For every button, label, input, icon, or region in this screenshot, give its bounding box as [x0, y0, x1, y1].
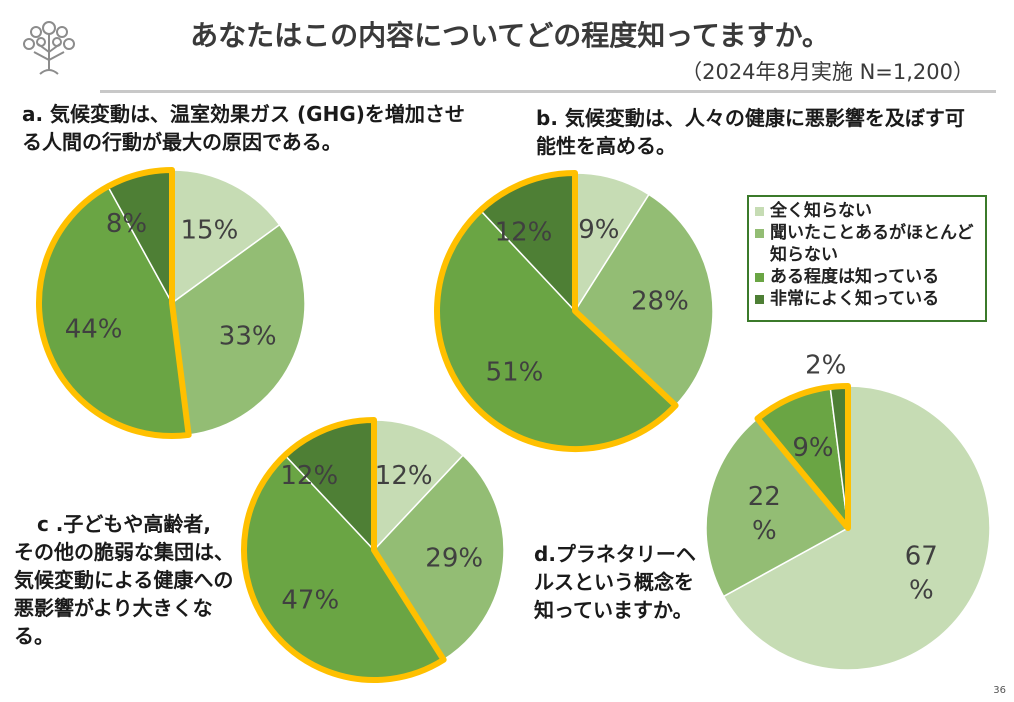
chart-legend: 全く知らない 聞いたことあるがほとんど知らない ある程度は知っている 非常によく… [747, 195, 987, 322]
pie-chart-d: 67 % 22 % 9% 2% [705, 350, 991, 671]
page-title: あなたはこの内容についてどの程度知ってますか。 [190, 19, 830, 52]
pie-d-label-1: 22% [748, 482, 781, 546]
pie-c-highlight-outline [241, 417, 447, 683]
legend-label: 非常によく知っている [770, 289, 940, 309]
pie-b-label-2: 51% [486, 358, 544, 388]
pie-chart-c: 12% 29% 47% 12% [241, 417, 505, 683]
pie-b-slice-1 [574, 193, 714, 407]
pie-b-label-1: 28% [631, 286, 689, 316]
pie-c-slice-0 [373, 419, 465, 552]
pie-b-highlight-outline [434, 170, 679, 452]
pie-a-label-3: 8% [106, 209, 147, 239]
pie-a-label-2: 44% [65, 315, 123, 345]
pie-d-slice-0 [722, 385, 991, 671]
pie-d-highlight-outline [754, 383, 851, 531]
legend-item-somewhat: ある程度は知っている [753, 266, 981, 288]
pie-b-label-0: 9% [578, 215, 619, 245]
legend-item-very-well: 非常によく知っている [753, 288, 981, 310]
legend-label: 全く知らない [770, 201, 872, 221]
pie-a-slice-0 [171, 169, 281, 305]
question-c-label: c .子どもや高齢者, その他の脆弱な集団は、気候変動による健康への悪影響がより… [14, 510, 234, 650]
pie-a-slice-1 [171, 223, 306, 436]
pie-chart-a: 15% 33% 44% 8% [35, 167, 306, 439]
question-a-label: a. 気候変動は、温室効果ガス (GHG)を増加させる人間の行動が最大の原因であ… [22, 102, 465, 154]
pie-c-slice-1 [373, 454, 505, 661]
pie-d-label-3: 2% [805, 350, 846, 380]
pie-a-label-0: 15% [181, 216, 239, 246]
legend-swatch [755, 229, 764, 238]
pie-d-label-0: 67% [905, 541, 938, 605]
question-c-rest: その他の脆弱な集団は、気候変動による健康への悪影響がより大きくなる。 [14, 540, 234, 648]
pie-c-label-2: 47% [281, 585, 339, 615]
question-d-label: d.プラネタリーヘルスという概念を知っていますか。 [534, 542, 696, 622]
pie-c-label-1: 29% [425, 544, 483, 574]
legend-swatch [755, 295, 764, 304]
survey-info: （2024年8月実施 N=1,200） [681, 60, 974, 84]
pie-chart-b: 9% 28% 51% 12% [434, 170, 714, 452]
pie-c-label-0: 12% [375, 461, 433, 491]
pie-a-label-1: 33% [219, 322, 277, 352]
question-c-line1: c .子どもや高齢者, [36, 512, 211, 536]
legend-label: ある程度は知っている [770, 267, 940, 287]
header-divider [100, 90, 996, 93]
tree-logo-icon [23, 21, 75, 75]
pie-d-label-2: 9% [792, 433, 833, 463]
legend-swatch [755, 273, 764, 282]
legend-label: 聞いたことあるがほとんど知らない [770, 223, 974, 265]
legend-item-not-at-all: 全く知らない [753, 200, 981, 222]
question-b-label: b. 気候変動は、人々の健康に悪影響を及ぼす可能性を高める。 [536, 106, 965, 158]
pie-a-highlight-outline [35, 167, 192, 439]
page-number: 36 [993, 685, 1006, 696]
legend-swatch [755, 207, 764, 216]
pie-c-label-3: 12% [280, 461, 338, 491]
pie-d-slice-1 [705, 417, 850, 598]
legend-item-heard: 聞いたことあるがほとんど知らない [753, 222, 981, 266]
pie-b-label-3: 12% [495, 217, 553, 247]
